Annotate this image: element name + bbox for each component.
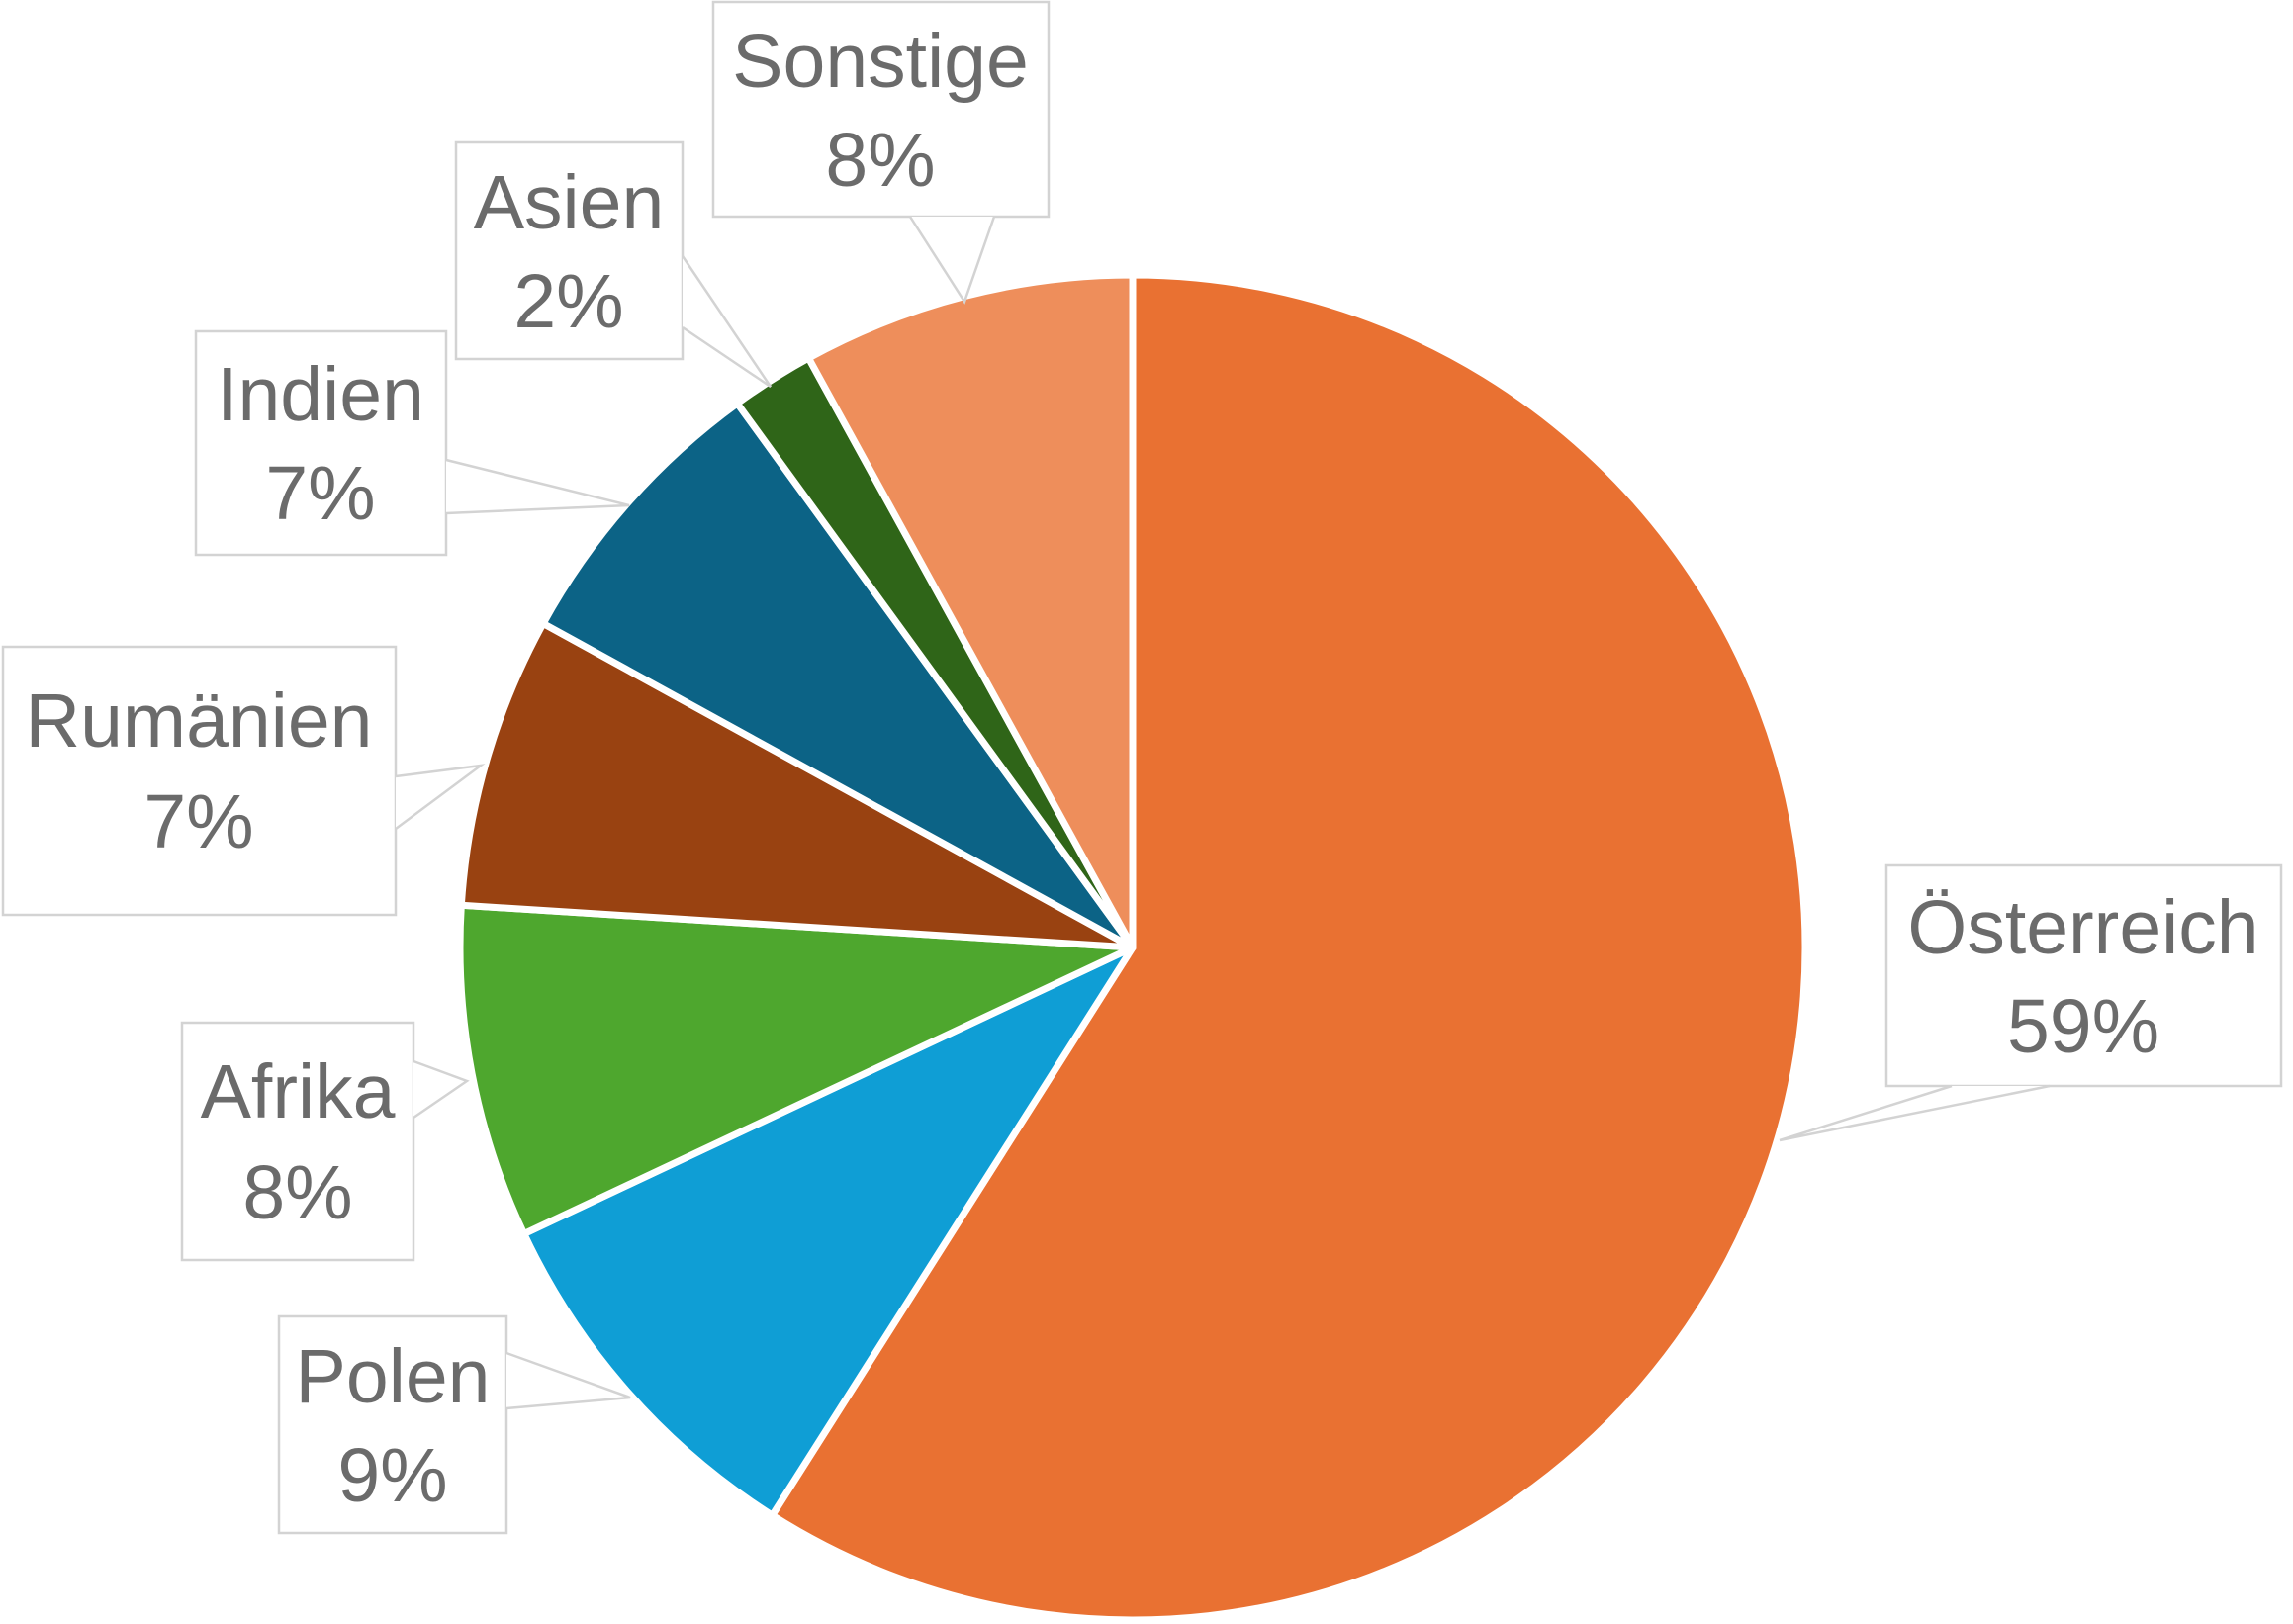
svg-text:59%: 59% [2007,984,2159,1069]
svg-text:Österreich: Österreich [1907,885,2258,970]
svg-text:Asien: Asien [474,160,665,245]
svg-text:Sonstige: Sonstige [732,19,1029,104]
svg-text:8%: 8% [825,118,935,203]
svg-text:Indien: Indien [217,352,424,437]
svg-text:7%: 7% [143,779,253,864]
svg-text:Afrika: Afrika [201,1049,396,1134]
svg-text:Polen: Polen [296,1334,491,1419]
svg-text:7%: 7% [265,451,375,536]
svg-text:2%: 2% [513,259,623,344]
svg-text:9%: 9% [337,1433,447,1518]
svg-text:8%: 8% [242,1150,352,1235]
svg-text:Rumänien: Rumänien [26,678,373,764]
